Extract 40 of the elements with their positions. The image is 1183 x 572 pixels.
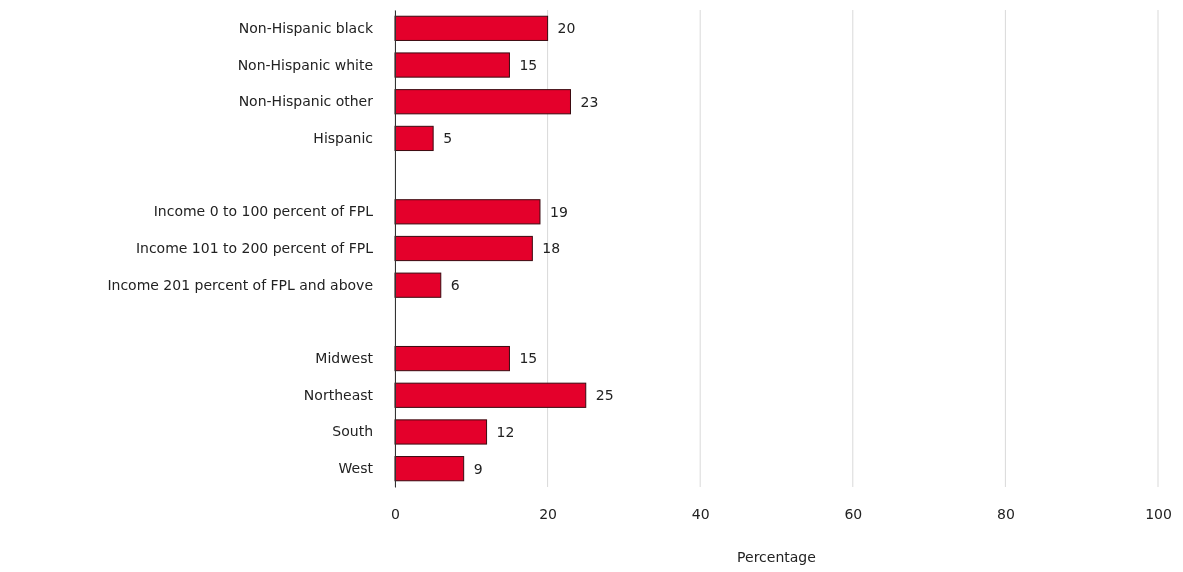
y-tick-label: Non-Hispanic other [238, 93, 374, 110]
data-label: 15 [519, 350, 538, 367]
x-tick-label: 20 [539, 505, 558, 522]
bar [394, 382, 587, 408]
data-label: 5 [443, 130, 453, 147]
bar [394, 419, 488, 445]
y-tick-label: Non-Hispanic white [237, 56, 373, 73]
bar [394, 456, 465, 482]
data-label: 19 [549, 203, 568, 220]
bar [394, 272, 442, 298]
y-tick-label: Income 201 percent of FPL and above [107, 276, 373, 293]
y-tick-label: Hispanic [313, 129, 373, 146]
y-tick-label: Northeast [303, 386, 374, 403]
data-label: 6 [450, 277, 460, 294]
x-tick-label: 60 [844, 505, 863, 522]
data-label: 15 [519, 56, 538, 73]
x-tick-label: 80 [996, 505, 1015, 522]
data-label: 23 [580, 93, 599, 110]
bar [394, 345, 510, 372]
x-axis-title: Percentage [737, 549, 816, 565]
y-tick-label: Midwest [315, 350, 374, 367]
y-tick-label: South [332, 423, 373, 440]
bar [394, 15, 549, 41]
y-tick-label: Income 0 to 100 percent of FPL [153, 203, 374, 220]
data-label: 20 [557, 20, 576, 37]
x-tick-label: 40 [691, 505, 710, 522]
data-label: 18 [542, 240, 561, 257]
bar [394, 125, 434, 152]
data-label: 12 [496, 423, 515, 440]
y-tick-label: West [338, 460, 374, 477]
bar [394, 89, 571, 115]
y-tick-label: Income 101 to 200 percent of FPL [135, 239, 374, 256]
data-label: 9 [473, 460, 483, 477]
y-tick-label: Non-Hispanic black [238, 19, 374, 36]
bar [394, 52, 510, 78]
x-tick-label: 100 [1145, 505, 1172, 522]
data-label: 25 [595, 387, 614, 404]
x-tick-label: 0 [391, 505, 400, 522]
bar [394, 235, 533, 262]
bar [394, 199, 541, 225]
